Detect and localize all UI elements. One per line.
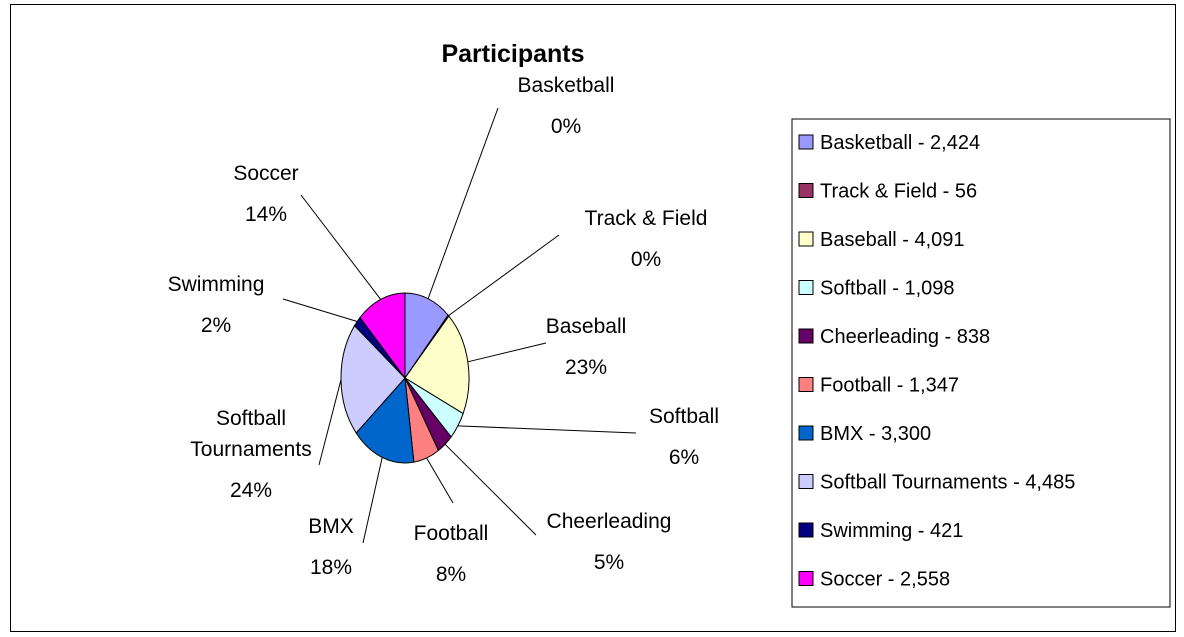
slice-label: Softball [649, 405, 719, 428]
legend-swatch [798, 522, 814, 538]
legend-label: Track & Field - 56 [820, 181, 977, 203]
legend-box [791, 118, 1171, 608]
legend-label: Soccer - 2,558 [820, 569, 950, 591]
slice-label: Cheerleading [547, 510, 672, 533]
slice-labels: Basketball 0% Track & Field 0% Baseball 23% So… [168, 74, 719, 586]
slice-percent-label: 5% [594, 551, 624, 574]
legend-label: Softball - 1,098 [820, 278, 955, 300]
leader-line [467, 342, 547, 363]
leader-line [427, 107, 499, 299]
legend-label: Basketball - 2,424 [820, 132, 980, 154]
slice-percent-label: 0% [631, 248, 661, 271]
leader-line [448, 234, 560, 317]
legend-swatch [798, 183, 814, 198]
slice-label: Soccer [233, 162, 298, 185]
slice-percent-label: 0% [551, 115, 581, 138]
slice-percent-label: 8% [436, 563, 466, 586]
slice-percent-label: 24% [230, 479, 272, 502]
leader-lines [282, 107, 637, 544]
pie-slices [340, 292, 470, 464]
slice-label: Track & Field [585, 207, 708, 230]
legend-swatch [798, 571, 814, 586]
slice-percent-label: 23% [565, 356, 607, 379]
slice-label: Baseball [546, 315, 627, 338]
slice-percent-label: 2% [201, 314, 231, 337]
leader-line [300, 194, 382, 300]
leader-line [457, 425, 637, 434]
leader-line [362, 457, 383, 544]
slice-label: Swimming [168, 273, 265, 296]
legend-label: Baseball - 4,091 [820, 229, 965, 251]
legend-label: Softball Tournaments - 4,485 [820, 472, 1075, 494]
legend-swatch [798, 280, 814, 295]
leader-line [444, 443, 537, 536]
leader-line [318, 379, 342, 466]
legend-swatch [798, 134, 814, 150]
legend-label: Cheerleading - 838 [820, 326, 990, 348]
slice-percent-label: 14% [245, 203, 287, 226]
slice-label: Basketball [518, 74, 615, 97]
legend-swatch [798, 328, 814, 344]
legend-swatch [798, 231, 814, 247]
slice-label: Softball [216, 407, 286, 430]
leader-line [282, 298, 358, 322]
pie-slice [404, 292, 449, 380]
legend-swatch [798, 377, 814, 392]
leader-line [426, 457, 454, 504]
legend: Basketball - 2,424 Track & Field - 56 Base… [791, 118, 1171, 608]
pie-slice [359, 292, 406, 380]
legend-label: Football - 1,347 [820, 375, 959, 397]
slice-label: BMX [308, 515, 354, 538]
chart-title: Participants [441, 40, 584, 68]
slice-label: Tournaments [190, 438, 311, 461]
legend-label: BMX - 3,300 [820, 423, 931, 445]
legend-swatch [798, 425, 814, 441]
slice-percent-label: 18% [310, 556, 352, 579]
legend-swatch [798, 474, 814, 489]
slice-label: Football [414, 522, 489, 545]
chart-frame: Participants Basketball 0% Track & Field 0%… [10, 4, 1176, 632]
legend-label: Swimming - 421 [820, 520, 963, 542]
pie-chart: Participants Basketball 0% Track & Field 0%… [168, 40, 1171, 608]
slice-percent-label: 6% [669, 446, 699, 469]
